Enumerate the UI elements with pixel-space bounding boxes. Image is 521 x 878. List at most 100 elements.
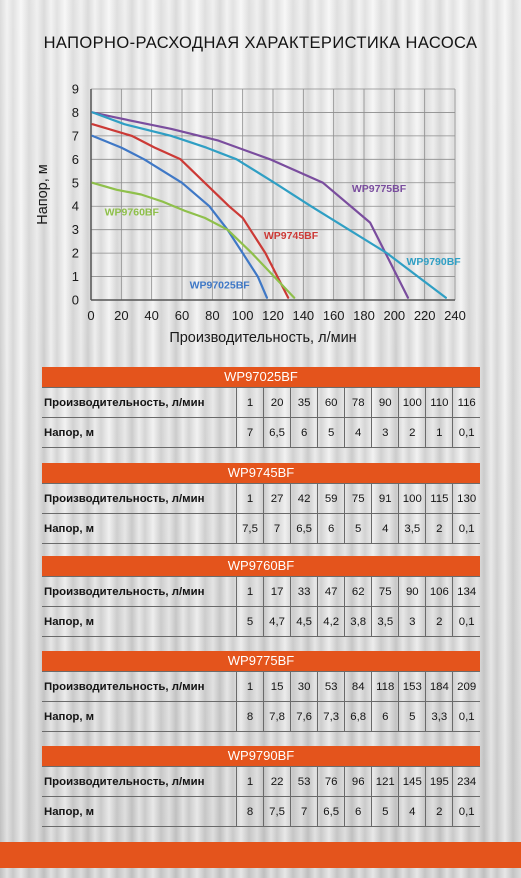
table-cell: 75 (371, 576, 399, 607)
table-title-wp9745bf: WP9745BF (42, 463, 480, 483)
table-cell: 0,1 (452, 417, 480, 448)
row-label: Напор, м (42, 417, 237, 448)
y-tick-label: 2 (72, 246, 79, 261)
table-cell: 7,5 (263, 796, 291, 827)
y-tick-label: 3 (72, 222, 79, 237)
x-tick-label: 140 (292, 308, 314, 323)
table-cell: 2 (398, 417, 426, 448)
x-tick-label: 80 (205, 308, 219, 323)
y-tick-label: 5 (72, 175, 79, 190)
table-cell: 118 (371, 671, 399, 702)
table-cell: 6 (317, 513, 345, 544)
table-cell: 35 (290, 387, 318, 418)
y-tick-label: 0 (72, 293, 79, 308)
table-cell: 78 (344, 387, 372, 418)
table-cell: 8 (235, 701, 264, 732)
row-label: Производительность, л/мин (42, 766, 237, 797)
bottom-accent-bar (0, 842, 521, 868)
y-tick-label: 8 (72, 105, 79, 120)
table-cell: 3,3 (425, 701, 453, 732)
table-cell: 0,1 (452, 701, 480, 732)
table-cell: 0,1 (452, 513, 480, 544)
data-table-wp9790bf: Производительность, л/мин 1 22 53 76 96 121 145… (42, 766, 480, 827)
row-label: Напор, м (42, 606, 237, 637)
table-cell: 4,2 (317, 606, 345, 637)
table-cell: 30 (290, 671, 318, 702)
table-cell: 22 (263, 766, 291, 797)
table-cell: 4,5 (290, 606, 318, 637)
table-cell: 75 (344, 483, 372, 514)
x-tick-label: 180 (353, 308, 375, 323)
chart-title: НАПОРНО-РАСХОДНАЯ ХАРАКТЕРИСТИКА НАСОСА (43, 34, 478, 52)
table-cell: 4 (398, 796, 426, 827)
table-cell: 7 (263, 513, 291, 544)
table-cell: 76 (317, 766, 345, 797)
table-cell: 209 (452, 671, 480, 702)
table-cell: 7,6 (290, 701, 318, 732)
table-cell: 1 (425, 417, 453, 448)
table-cell: 33 (290, 576, 318, 607)
series-label-wp9790bf: WP9790BF (406, 256, 461, 268)
data-table-wp9745bf: Производительность, л/мин 1 27 42 59 75 91 100 1… (42, 483, 480, 544)
table-cell: 100 (398, 483, 426, 514)
table-cell: 6,5 (290, 513, 318, 544)
row-label: Производительность, л/мин (42, 483, 237, 514)
table-cell: 4 (371, 513, 399, 544)
table-cell: 84 (344, 671, 372, 702)
row-label: Напор, м (42, 513, 237, 544)
data-table-wp97025bf: Производительность, л/мин 1 20 35 60 78 90 100 1… (42, 387, 480, 448)
series-label-wp9745bf: WP9745BF (264, 230, 319, 242)
flow-row: Производительность, л/мин 1 15 30 53 84 118 153… (42, 671, 480, 702)
table-cell: 96 (344, 766, 372, 797)
table-cell: 47 (317, 576, 345, 607)
table-cell: 3 (398, 606, 426, 637)
table-cell: 6 (371, 701, 399, 732)
table-cell: 234 (452, 766, 480, 797)
table-cell: 3,5 (398, 513, 426, 544)
table-cell: 5 (235, 606, 264, 637)
table-cell: 7 (290, 796, 318, 827)
table-cell: 2 (425, 606, 453, 637)
table-cell: 0,1 (452, 796, 480, 827)
table-title-wp9790bf: WP9790BF (42, 746, 480, 766)
table-cell: 3 (371, 417, 399, 448)
table-cell: 62 (344, 576, 372, 607)
series-label-wp9760bf: WP9760BF (105, 207, 160, 219)
table-cell: 116 (452, 387, 480, 418)
table-cell: 145 (398, 766, 426, 797)
flow-row: Производительность, л/мин 1 22 53 76 96 121 145… (42, 766, 480, 797)
table-cell: 2 (425, 796, 453, 827)
head-row: Напор, м 5 4,7 4,5 4,2 3,8 3,5 3 2 0,1 (42, 606, 480, 637)
series-line-wp9790bf (91, 111, 447, 299)
table-cell: 4,7 (263, 606, 291, 637)
x-tick-label: 200 (383, 308, 405, 323)
table-cell: 60 (317, 387, 345, 418)
table-cell: 8 (235, 796, 264, 827)
table-cell: 7,8 (263, 701, 291, 732)
table-cell: 130 (452, 483, 480, 514)
table-cell: 6 (344, 796, 372, 827)
x-tick-label: 220 (414, 308, 436, 323)
table-cell: 59 (317, 483, 345, 514)
table-cell: 6 (290, 417, 318, 448)
x-tick-label: 40 (144, 308, 158, 323)
table-cell: 134 (452, 576, 480, 607)
table-cell: 121 (371, 766, 399, 797)
table-cell: 1 (235, 766, 264, 797)
y-tick-label: 4 (72, 199, 79, 214)
head-row: Напор, м 8 7,5 7 6,5 6 5 4 2 0,1 (42, 796, 480, 827)
table-cell: 1 (235, 387, 264, 418)
table-title-wp9760bf: WP9760BF (42, 556, 480, 576)
row-label: Напор, м (42, 701, 237, 732)
table-cell: 53 (317, 671, 345, 702)
table-cell: 184 (425, 671, 453, 702)
table-title-wp9775bf: WP9775BF (42, 651, 480, 671)
table-cell: 7 (235, 417, 264, 448)
x-tick-label: 120 (262, 308, 284, 323)
table-cell: 1 (235, 483, 264, 514)
table-cell: 91 (371, 483, 399, 514)
y-tick-label: 9 (72, 82, 79, 97)
pump-curve-chart: 0 20 40 60 80 100 120 140 160 180 200 220 240 0 1 2 3 4 5 6… (35, 82, 466, 347)
table-cell: 5 (398, 701, 426, 732)
table-cell: 1 (235, 576, 264, 607)
